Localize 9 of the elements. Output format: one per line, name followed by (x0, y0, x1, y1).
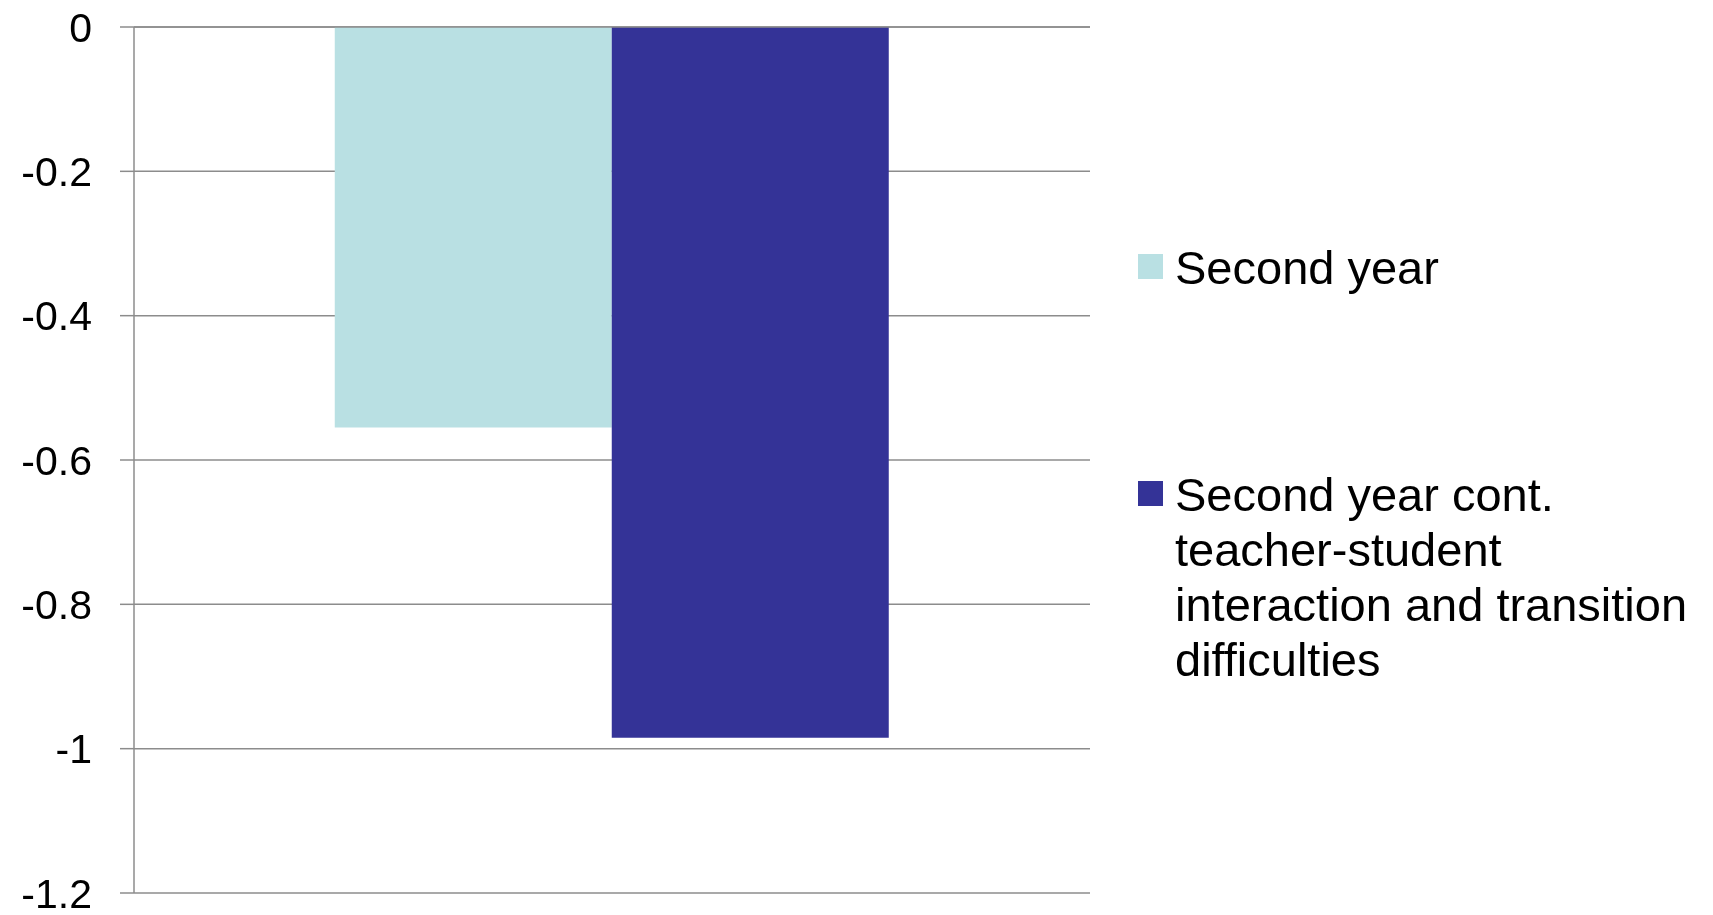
legend-label: Second year (1175, 240, 1440, 295)
y-tick-label: -0.4 (21, 293, 92, 340)
y-tick-label: -0.8 (21, 581, 92, 628)
y-tick-label: -0.2 (21, 148, 92, 195)
y-tick-label: -1 (55, 726, 92, 773)
y-tick-label: -0.6 (21, 437, 92, 484)
y-tick-label: -1.2 (21, 870, 92, 915)
legend-label: Second year cont. teacher-student interaction and transition difficulties (1175, 467, 1689, 687)
y-tick-label: 0 (69, 4, 92, 51)
